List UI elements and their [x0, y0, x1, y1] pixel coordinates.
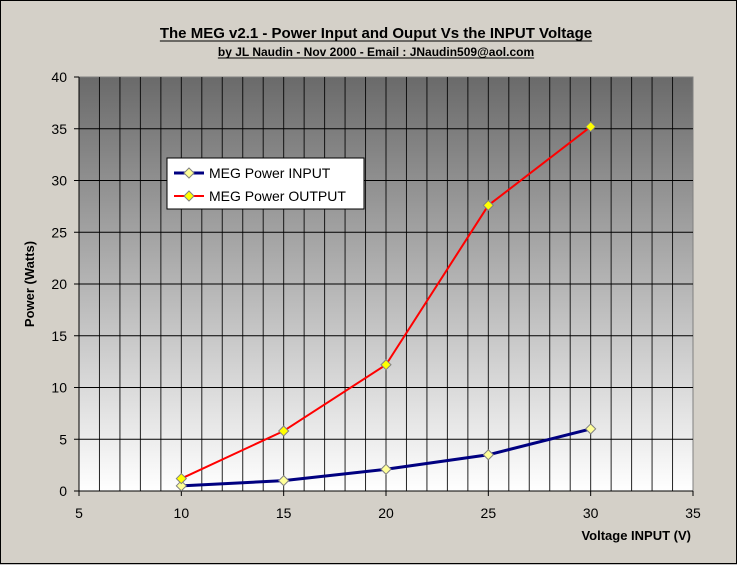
x-axis-label: Voltage INPUT (V)	[581, 528, 691, 543]
chart-subtitle: by JL Naudin - Nov 2000 - Email : JNaudi…	[218, 45, 534, 59]
series-layer	[175, 120, 597, 492]
data-point-input	[584, 423, 597, 435]
legend-label-input: MEG Power INPUT	[209, 165, 331, 181]
y-tick-label: 30	[51, 173, 67, 189]
data-point-input	[380, 463, 392, 475]
data-point-output	[380, 359, 392, 371]
y-tick-label: 5	[59, 431, 67, 447]
x-tick-label: 10	[174, 505, 190, 521]
data-point-output	[584, 120, 597, 133]
legend: MEG Power INPUT MEG Power OUTPUT	[166, 157, 365, 210]
y-tick-label: 0	[59, 483, 67, 499]
x-tick-label: 30	[583, 505, 599, 521]
x-tick-label: 35	[685, 505, 701, 521]
y-tick-label: 20	[51, 276, 67, 292]
y-axis-label: Power (Watts)	[22, 241, 37, 327]
data-point-output	[277, 425, 290, 437]
y-tick-label: 35	[51, 121, 67, 137]
chart-title: The MEG v2.1 - Power Input and Ouput Vs …	[160, 25, 592, 42]
data-point-output	[175, 472, 188, 485]
grid-lines	[79, 77, 693, 491]
legend-marker-output	[183, 190, 195, 202]
y-tick-label: 25	[51, 224, 67, 240]
x-tick-label: 15	[276, 505, 292, 521]
x-tick-label: 25	[481, 505, 497, 521]
data-point-input	[482, 449, 495, 461]
x-tick-label: 20	[378, 505, 394, 521]
y-tick-label: 40	[51, 69, 67, 85]
legend-label-output: MEG Power OUTPUT	[209, 188, 346, 204]
legend-box	[166, 157, 365, 210]
y-tick-label: 10	[51, 380, 67, 396]
data-point-output	[482, 199, 495, 212]
legend-marker-input	[183, 167, 195, 179]
x-tick-label: 5	[75, 505, 83, 521]
data-point-input	[277, 474, 290, 487]
data-point-input	[175, 480, 188, 492]
y-tick-label: 15	[51, 328, 67, 344]
